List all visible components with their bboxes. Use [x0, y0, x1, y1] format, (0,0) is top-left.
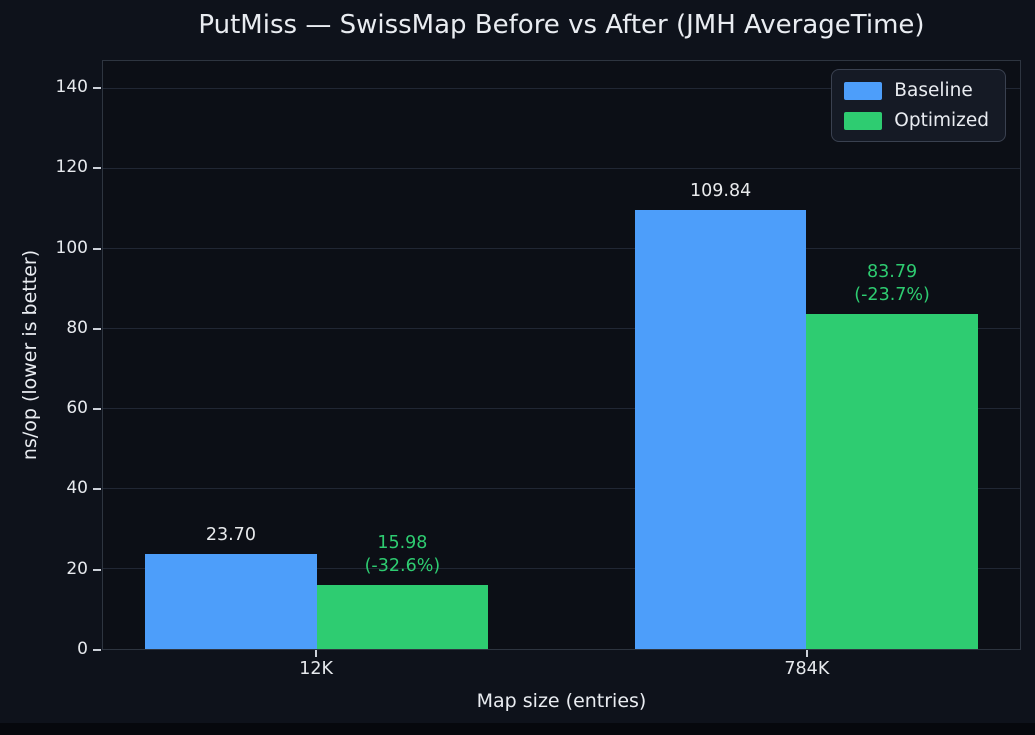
y-tick-label: 140 — [55, 77, 88, 98]
bar-baseline-12k — [145, 554, 317, 649]
y-tick-mark — [93, 408, 101, 411]
y-tick-label: 40 — [66, 478, 88, 499]
x-tick-mark — [315, 650, 318, 657]
y-tick-mark — [93, 327, 101, 330]
gridline-y40 — [103, 488, 1020, 489]
y-tick-mark — [93, 568, 101, 571]
y-tick-mark — [93, 649, 101, 651]
gridline-y20 — [103, 567, 1020, 569]
gridline-y60 — [103, 408, 1020, 409]
y-tick-mark — [93, 87, 101, 90]
legend-item-optimized: Optimized — [844, 110, 989, 131]
value-label-optimized-784k: 83.79 (-23.7%) — [854, 261, 930, 305]
y-tick-label: 80 — [66, 317, 88, 338]
y-tick-label: 120 — [55, 157, 88, 178]
legend-label-optimized: Optimized — [894, 110, 989, 131]
y-tick-mark — [93, 247, 101, 250]
y-tick-label: 60 — [66, 398, 88, 419]
y-axis-label: ns/op (lower is better) — [19, 249, 41, 461]
legend-item-baseline: Baseline — [844, 80, 989, 101]
plot-area: Baseline Optimized 23.70 109.84 15.98 (-32.6… — [102, 60, 1021, 650]
x-tick-label: 784K — [784, 659, 830, 679]
y-tick-mark — [93, 167, 101, 170]
bar-baseline-784k — [634, 209, 807, 649]
x-tick-label: 12K — [299, 659, 333, 679]
bar-optimized-12k — [316, 585, 489, 649]
value-label-baseline-784k: 109.84 — [689, 180, 752, 201]
bottom-letterbox — [0, 723, 1035, 735]
gridline-y80 — [103, 328, 1020, 329]
value-label-baseline-12k: 23.70 — [205, 525, 256, 546]
legend: Baseline Optimized — [831, 69, 1006, 142]
gridline-y120 — [103, 168, 1020, 169]
legend-swatch-optimized — [844, 111, 883, 130]
gridline-y100 — [103, 248, 1020, 249]
chart-title: PutMiss — SwissMap Before vs After (JMH … — [198, 10, 925, 40]
gridline-y140 — [103, 88, 1020, 89]
y-tick-label: 20 — [66, 558, 88, 579]
y-tick-label: 0 — [77, 639, 88, 659]
legend-swatch-baseline — [844, 81, 883, 100]
y-tick-mark — [93, 488, 101, 491]
x-tick-mark — [805, 650, 808, 657]
y-tick-label: 100 — [55, 237, 88, 258]
legend-label-baseline: Baseline — [894, 80, 973, 101]
value-label-optimized-12k: 15.98 (-32.6%) — [364, 533, 441, 577]
bar-optimized-784k — [806, 313, 978, 649]
x-axis-label: Map size (entries) — [476, 690, 647, 712]
